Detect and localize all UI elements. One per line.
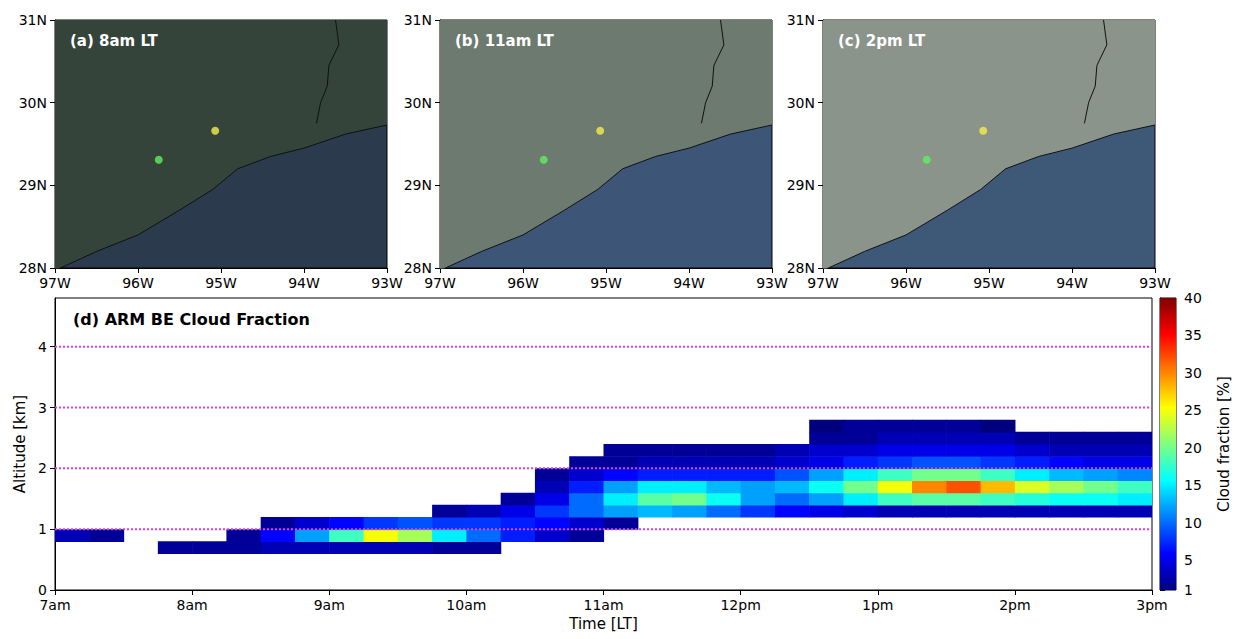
svg-text:95W: 95W xyxy=(590,275,622,291)
svg-text:29N: 29N xyxy=(787,177,815,193)
svg-text:2pm: 2pm xyxy=(999,597,1030,613)
svg-text:8am: 8am xyxy=(177,597,208,613)
svg-text:94W: 94W xyxy=(288,275,320,291)
svg-text:4: 4 xyxy=(38,339,47,355)
svg-text:2: 2 xyxy=(38,460,47,476)
svg-text:31N: 31N xyxy=(404,12,432,28)
svg-text:35: 35 xyxy=(1184,327,1202,343)
svg-text:Time [LT]: Time [LT] xyxy=(568,615,638,633)
svg-text:31N: 31N xyxy=(787,12,815,28)
svg-text:30N: 30N xyxy=(404,95,432,111)
svg-text:1pm: 1pm xyxy=(862,597,893,613)
svg-text:3pm: 3pm xyxy=(1136,597,1167,613)
svg-text:95W: 95W xyxy=(973,275,1005,291)
svg-text:40: 40 xyxy=(1184,290,1202,306)
svg-text:93W: 93W xyxy=(371,275,403,291)
svg-text:1: 1 xyxy=(38,521,47,537)
svg-text:96W: 96W xyxy=(890,275,922,291)
svg-text:28N: 28N xyxy=(404,260,432,276)
svg-text:30N: 30N xyxy=(787,95,815,111)
svg-text:Altitude [km]: Altitude [km] xyxy=(11,395,29,493)
svg-text:15: 15 xyxy=(1184,477,1202,493)
svg-text:(b) 11am LT: (b) 11am LT xyxy=(455,32,555,50)
svg-text:10am: 10am xyxy=(446,597,486,613)
svg-text:97W: 97W xyxy=(424,275,456,291)
svg-text:30N: 30N xyxy=(19,95,47,111)
svg-text:93W: 93W xyxy=(756,275,788,291)
svg-text:30: 30 xyxy=(1184,365,1202,381)
svg-text:(c) 2pm LT: (c) 2pm LT xyxy=(838,32,926,50)
svg-text:(a) 8am LT: (a) 8am LT xyxy=(70,32,159,50)
svg-text:(d) ARM BE Cloud Fraction: (d) ARM BE Cloud Fraction xyxy=(73,310,310,329)
svg-text:95W: 95W xyxy=(205,275,237,291)
svg-text:29N: 29N xyxy=(404,177,432,193)
svg-text:94W: 94W xyxy=(1056,275,1088,291)
svg-text:96W: 96W xyxy=(507,275,539,291)
svg-text:93W: 93W xyxy=(1139,275,1171,291)
svg-text:28N: 28N xyxy=(19,260,47,276)
svg-text:96W: 96W xyxy=(122,275,154,291)
svg-text:3: 3 xyxy=(38,400,47,416)
svg-text:94W: 94W xyxy=(673,275,705,291)
svg-text:97W: 97W xyxy=(807,275,839,291)
svg-text:9am: 9am xyxy=(314,597,345,613)
svg-text:25: 25 xyxy=(1184,402,1202,418)
svg-text:97W: 97W xyxy=(39,275,71,291)
svg-text:10: 10 xyxy=(1184,515,1202,531)
svg-text:Cloud fraction [%]: Cloud fraction [%] xyxy=(1215,376,1233,512)
svg-text:11am: 11am xyxy=(583,597,623,613)
svg-text:20: 20 xyxy=(1184,440,1202,456)
svg-text:5: 5 xyxy=(1184,552,1193,568)
svg-text:12pm: 12pm xyxy=(720,597,760,613)
svg-text:7am: 7am xyxy=(39,597,70,613)
svg-text:31N: 31N xyxy=(19,12,47,28)
svg-text:0: 0 xyxy=(38,582,47,598)
svg-text:1: 1 xyxy=(1184,582,1193,598)
svg-text:29N: 29N xyxy=(19,177,47,193)
svg-text:28N: 28N xyxy=(787,260,815,276)
